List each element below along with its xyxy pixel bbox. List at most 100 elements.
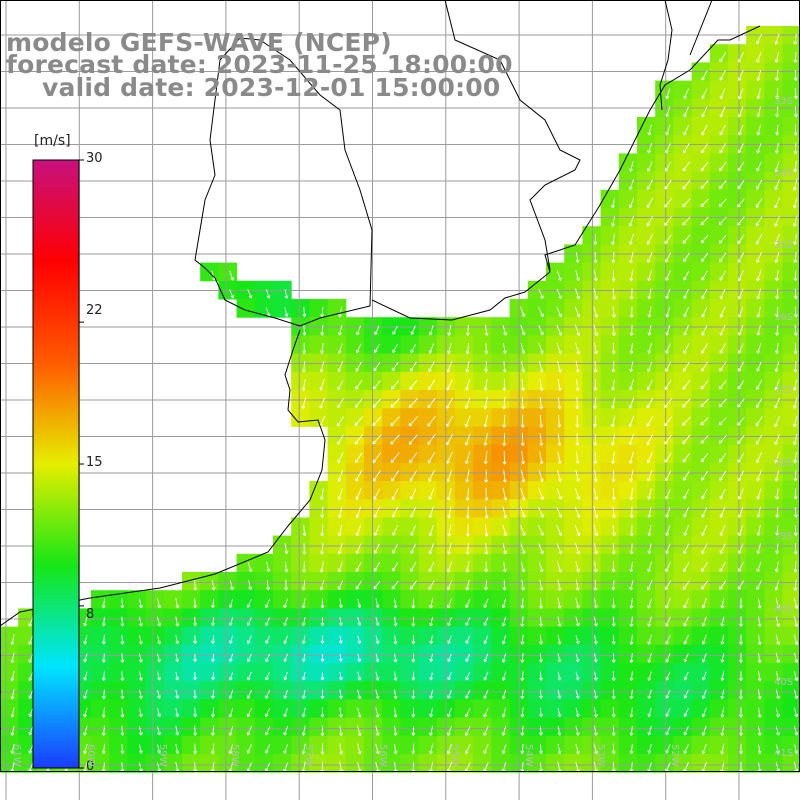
wind-arrow [502, 361, 507, 373]
wind-arrow [665, 470, 672, 482]
raster-cell [364, 371, 383, 391]
wind-arrow [138, 689, 143, 700]
raster-cell [618, 153, 638, 173]
raster-cell [382, 644, 401, 664]
wind-arrow [502, 396, 507, 410]
wind-arrow [283, 743, 289, 754]
raster-cell [673, 717, 693, 737]
raster-cell [491, 754, 511, 773]
raster-cell [746, 335, 765, 355]
wind-arrow [538, 506, 544, 518]
raster-cell [655, 681, 674, 700]
wind-arrow [264, 744, 271, 754]
wind-arrow [665, 488, 671, 500]
raster-cell [400, 590, 420, 609]
wind-arrow [611, 743, 616, 755]
wind-arrow [101, 743, 106, 755]
wind-arrow [538, 561, 544, 573]
raster-cell [655, 572, 674, 591]
raster-cell [382, 426, 401, 446]
wind-arrow [756, 525, 761, 536]
wind-arrow [210, 707, 215, 718]
raster-cell [709, 390, 729, 409]
wind-arrow [355, 380, 363, 390]
wind-arrow [775, 343, 779, 354]
wind-arrow [483, 617, 489, 626]
raster-cell [236, 299, 256, 318]
raster-cell [546, 590, 565, 609]
wind-arrow [700, 216, 709, 226]
raster-cell [709, 353, 729, 373]
raster-cell [582, 626, 602, 646]
wind-arrow [266, 579, 271, 591]
raster-cell [564, 590, 583, 609]
wind-arrow [337, 416, 345, 427]
wind-arrow [411, 671, 416, 681]
raster-cell [145, 735, 165, 755]
wind-arrow [756, 580, 762, 591]
wind-arrow [301, 743, 306, 755]
wind-arrow [447, 506, 452, 519]
raster-cell [582, 226, 602, 245]
raster-cell [691, 681, 711, 700]
raster-cell [345, 663, 365, 682]
raster-cell [746, 262, 765, 282]
wind-arrow [757, 707, 762, 718]
wind-arrow [428, 524, 434, 537]
raster-cell [600, 499, 620, 518]
wind-arrow [338, 635, 343, 644]
wind-arrow [320, 598, 325, 609]
raster-cell [273, 572, 292, 591]
wind-arrow [539, 616, 543, 627]
wind-arrow [302, 307, 307, 318]
raster-cell [418, 681, 438, 700]
wind-arrow [683, 488, 690, 500]
wind-arrow [246, 598, 252, 608]
raster-cell [491, 426, 511, 446]
raster-cell [491, 353, 511, 373]
raster-cell [527, 663, 547, 682]
raster-cell [618, 754, 638, 773]
wind-arrow [737, 452, 745, 463]
raster-cell [327, 335, 347, 355]
wind-arrow [538, 343, 544, 354]
wind-arrow [175, 689, 180, 699]
wind-arrow [120, 743, 125, 754]
raster-cell [709, 335, 729, 355]
raster-cell [728, 608, 747, 628]
wind-arrow [575, 598, 580, 609]
raster-cell [709, 80, 729, 100]
wind-arrow [593, 743, 598, 755]
raster-cell [582, 499, 602, 518]
raster-cell [564, 481, 583, 500]
valid-date: valid date: 2023-12-01 15:00:00 [42, 73, 501, 102]
wind-arrow [611, 397, 616, 409]
raster-cell [709, 517, 729, 537]
wind-arrow [702, 671, 707, 681]
raster-cell [728, 335, 747, 355]
raster-cell [327, 390, 347, 409]
lat-label-39s: 39S [774, 531, 794, 542]
raster-cell [655, 735, 674, 755]
wind-arrow [611, 251, 616, 264]
wind-arrow [101, 653, 106, 663]
raster-cell [327, 444, 347, 464]
wind-arrow [683, 88, 689, 99]
lon-label-59w: 59W [157, 744, 168, 767]
raster-cell [764, 717, 784, 737]
raster-cell [18, 663, 37, 682]
raster-cell [637, 371, 656, 391]
raster-cell [546, 426, 565, 446]
wind-arrow [320, 689, 325, 699]
wind-arrow [175, 616, 180, 627]
raster-cell [618, 390, 638, 409]
raster-cell [673, 572, 693, 591]
raster-cell [764, 189, 784, 209]
wind-arrow [156, 707, 162, 718]
raster-cell [109, 663, 128, 682]
wind-arrow [357, 598, 362, 608]
wind-arrow [611, 215, 616, 227]
wind-arrow [701, 543, 708, 554]
wind-arrow [357, 743, 362, 755]
wind-arrow [10, 689, 15, 700]
